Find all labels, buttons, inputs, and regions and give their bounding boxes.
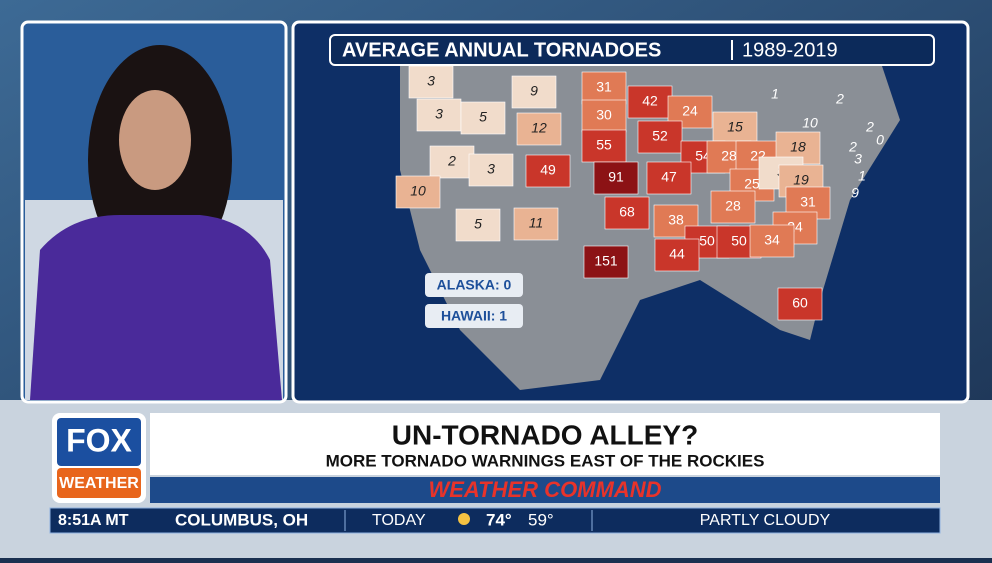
state-value: 3 xyxy=(854,151,862,167)
ticker-location: COLUMBUS, OH xyxy=(175,510,308,529)
alaska-label: ALASKA: 0 xyxy=(437,277,512,293)
state-value: 38 xyxy=(668,212,684,228)
state-value: 52 xyxy=(652,128,668,144)
headline-bg xyxy=(150,413,940,475)
state-value: 2 xyxy=(865,119,874,135)
state xyxy=(513,207,559,241)
state-value: 2 xyxy=(447,153,456,169)
state-value: 1 xyxy=(771,86,779,102)
state-value: 60 xyxy=(792,295,808,311)
state xyxy=(511,75,557,109)
state-value: 1 xyxy=(858,168,866,184)
state-value: 44 xyxy=(669,246,685,262)
state xyxy=(712,111,758,145)
state-value: 25 xyxy=(744,176,760,192)
alaska-box xyxy=(425,273,523,297)
presenter-body xyxy=(30,215,282,400)
ticker-time: 8:51A MT xyxy=(58,512,129,529)
state xyxy=(581,99,627,133)
headline: UN-TORNADO ALLEY? xyxy=(392,419,698,450)
state-value: 31 xyxy=(596,79,612,95)
ticker-bg xyxy=(49,507,941,534)
state-value: 5 xyxy=(479,109,487,125)
state xyxy=(710,190,756,224)
state-value: 24 xyxy=(682,103,698,119)
logo-top-bg xyxy=(57,418,141,466)
state-value: 10 xyxy=(802,115,818,131)
ticker-high: 74° xyxy=(486,510,512,529)
state xyxy=(395,175,441,209)
state-value: 42 xyxy=(642,93,658,109)
state-value: 2 xyxy=(835,91,844,107)
state xyxy=(654,238,700,272)
state xyxy=(525,154,571,188)
face xyxy=(119,90,191,190)
state-value: 15 xyxy=(727,119,743,135)
state-value: 28 xyxy=(725,198,741,214)
brand: WEATHER COMMAND xyxy=(428,477,661,502)
hawaii-box xyxy=(425,304,523,328)
map-period: 1989-2019 xyxy=(742,39,838,61)
state xyxy=(749,224,795,258)
state-value: 55 xyxy=(596,137,612,153)
state xyxy=(581,71,627,105)
state xyxy=(416,98,462,132)
state-value: 68 xyxy=(619,204,635,220)
state xyxy=(646,161,692,195)
state-value: 10 xyxy=(410,183,426,199)
state xyxy=(653,204,699,238)
state-value: 49 xyxy=(540,162,556,178)
state-value: 91 xyxy=(608,169,624,185)
brand-bg xyxy=(150,477,940,503)
ticker-day: TODAY xyxy=(372,512,426,529)
state xyxy=(777,287,823,321)
map-title: AVERAGE ANNUAL TORNADOES xyxy=(342,39,661,61)
map-title-box xyxy=(329,34,935,66)
state-value: 151 xyxy=(594,253,618,269)
ticker-low: 59° xyxy=(528,510,554,529)
state xyxy=(455,208,501,242)
state-value: 34 xyxy=(764,232,780,248)
state xyxy=(593,161,639,195)
state xyxy=(637,120,683,154)
state-value: 50 xyxy=(699,233,715,249)
state-value: 0 xyxy=(876,132,884,148)
state-value: 2 xyxy=(848,139,857,155)
hawaii-label: HAWAII: 1 xyxy=(441,308,507,324)
state xyxy=(604,196,650,230)
state xyxy=(468,153,514,187)
state-value: 28 xyxy=(721,148,737,164)
state xyxy=(408,65,454,99)
state-value: 19 xyxy=(793,172,809,188)
logo-top: FOX xyxy=(66,422,132,458)
state xyxy=(583,245,629,279)
state-value: 11 xyxy=(529,215,544,231)
state-value: 18 xyxy=(790,139,806,155)
state-value: 3 xyxy=(427,73,435,89)
state-value: 12 xyxy=(531,120,547,136)
state-value: 47 xyxy=(661,169,677,185)
state-value: 30 xyxy=(596,107,612,123)
ticker-condition: PARTLY CLOUDY xyxy=(700,512,831,529)
state xyxy=(516,112,562,146)
state-value: 9 xyxy=(851,185,859,201)
state-value: 3 xyxy=(435,106,443,122)
state-value: 31 xyxy=(800,194,816,210)
subheadline: MORE TORNADO WARNINGS EAST OF THE ROCKIE… xyxy=(326,451,765,470)
state-value: 50 xyxy=(731,233,747,249)
logo-bottom-bg xyxy=(57,468,141,498)
weather-icon xyxy=(458,513,470,525)
state-value: 9 xyxy=(530,83,538,99)
state xyxy=(460,101,506,135)
state-value: 5 xyxy=(474,216,482,232)
state-value: 3 xyxy=(487,161,495,177)
logo-bottom: WEATHER xyxy=(59,475,139,492)
